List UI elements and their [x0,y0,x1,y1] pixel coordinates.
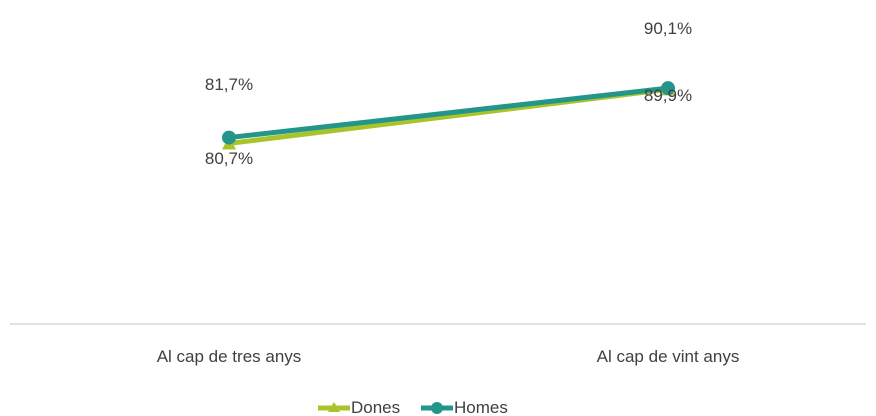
data-label-dones-1: 89,9% [644,86,692,105]
legend-marker-dones [328,402,340,412]
data-label-homes-0: 81,7% [205,75,253,94]
data-labels: 80,7% 89,9% 81,7% 90,1% [205,19,692,168]
legend-label-dones: Dones [351,398,400,416]
legend: Dones Homes [318,398,508,416]
x-tick-label-1: Al cap de vint anys [597,347,740,366]
x-tick-label-0: Al cap de tres anys [157,347,302,366]
legend-item-dones: Dones [318,398,400,416]
legend-item-homes: Homes [421,398,508,416]
data-label-dones-0: 80,7% [205,149,253,168]
plot-area [222,81,675,150]
legend-marker-homes [431,402,443,414]
data-point-homes-1 [661,81,675,96]
data-point-homes-0 [222,130,236,145]
series-line-homes [228,85,669,141]
x-axis-tick-labels: Al cap de tres anys Al cap de vint anys [157,347,740,366]
legend-label-homes: Homes [454,398,508,416]
data-label-homes-1: 90,1% [644,19,692,38]
